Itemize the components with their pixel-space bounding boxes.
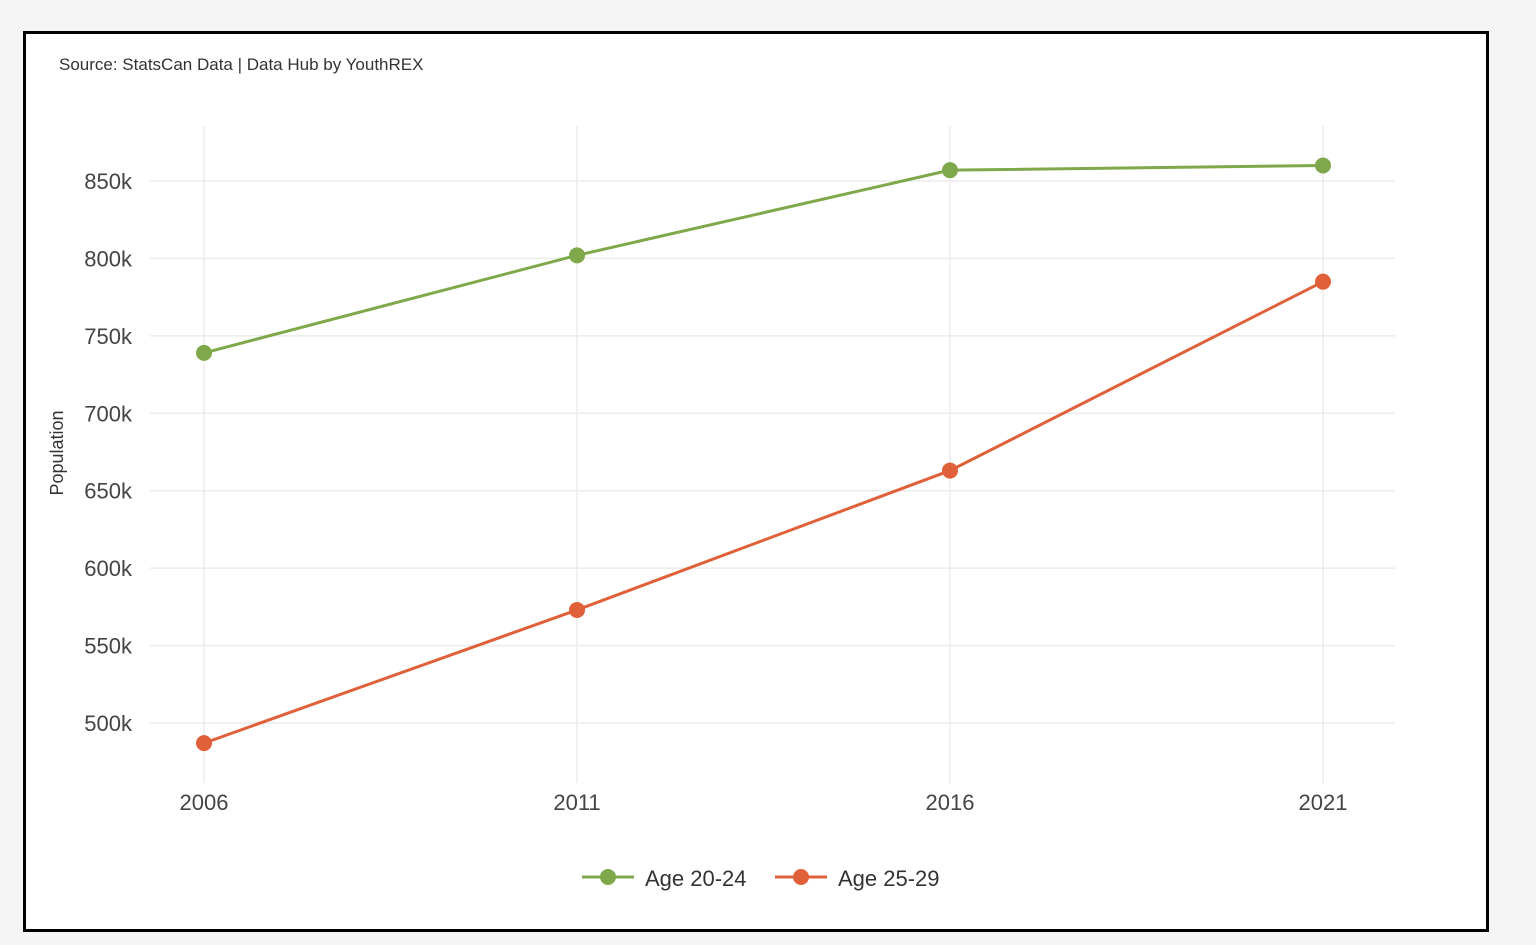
data-point[interactable]: [942, 462, 958, 479]
x-tick-label: 2006: [180, 790, 229, 815]
y-tick-label: 650k: [84, 479, 133, 504]
legend-item-1[interactable]: Age 20-24: [582, 866, 747, 891]
data-point[interactable]: [1315, 157, 1331, 174]
x-tick-label: 2016: [926, 790, 975, 815]
legend-label: Age 20-24: [645, 866, 747, 891]
legend-marker: [793, 869, 809, 885]
y-tick-label: 700k: [84, 401, 133, 426]
x-tick-label: 2011: [553, 790, 600, 815]
y-tick-label: 600k: [84, 556, 133, 581]
series-line-2: [203, 280, 1324, 745]
data-point[interactable]: [569, 601, 585, 618]
series-line-1: [203, 164, 1324, 355]
data-point[interactable]: [196, 344, 212, 361]
y-tick-label: 850k: [84, 169, 133, 194]
legend-item-2[interactable]: Age 25-29: [775, 866, 940, 891]
y-axis-title: Population: [47, 410, 67, 495]
legend[interactable]: Age 20-24 Age 25-29: [582, 866, 940, 891]
x-axis-ticks: 2006 2011 2016 2021: [180, 790, 1348, 815]
y-tick-label: 550k: [84, 634, 133, 659]
legend-marker: [600, 869, 616, 885]
y-tick-label: 800k: [84, 246, 133, 271]
series: [196, 157, 1331, 752]
x-tick-label: 2021: [1299, 790, 1348, 815]
y-tick-label: 500k: [84, 711, 133, 736]
data-point[interactable]: [1315, 273, 1331, 290]
y-axis-ticks: 500k 550k 600k 650k 700k 750k 800k 850k: [84, 169, 133, 736]
source-note: Source: StatsCan Data | Data Hub by Yout…: [59, 55, 424, 74]
data-point[interactable]: [942, 162, 958, 179]
y-tick-label: 750k: [84, 324, 133, 349]
data-point[interactable]: [196, 735, 212, 752]
legend-label: Age 25-29: [838, 866, 940, 891]
grid: [150, 126, 1395, 783]
data-point[interactable]: [569, 247, 585, 264]
